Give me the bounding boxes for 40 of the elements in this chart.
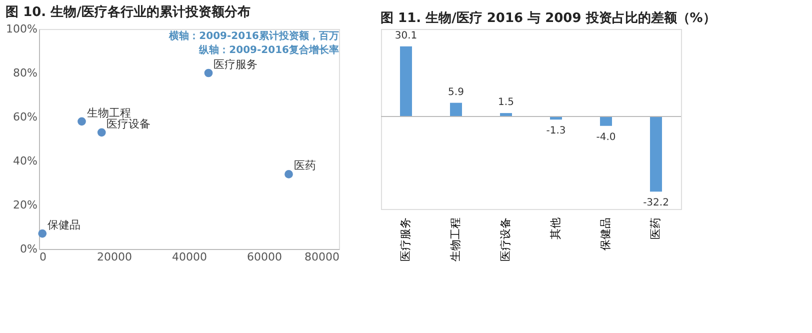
chart-title: 图 10. 生物/医疗各行业的累计投资额分布 (6, 4, 250, 20)
x-tick-label: 医疗设备 (499, 218, 512, 262)
x-tick-label: 医药 (649, 218, 662, 240)
x-tick-label: 80000 (304, 250, 340, 264)
y-tick-label: 80% (13, 66, 38, 80)
data-label: 30.1 (394, 30, 418, 42)
bar (600, 116, 612, 126)
point (97, 128, 106, 137)
x-tick-label: 60000 (247, 250, 282, 264)
annotation: 纵轴：2009-2016复合增长率 (198, 44, 339, 56)
x-tick-label: 保健品 (599, 218, 612, 250)
data-label: 5.9 (448, 86, 464, 98)
y-tick-label: 40% (13, 154, 38, 168)
point (204, 68, 213, 78)
bar (400, 46, 412, 117)
x-tick-label: 医疗服务 (399, 218, 412, 262)
point (78, 117, 86, 126)
point (38, 229, 47, 238)
annotation: 横轴：2009-2016累计投资额，百万 (168, 30, 339, 42)
y-tick-label: 20% (13, 198, 38, 212)
data-label: 1.5 (498, 97, 514, 108)
annotation: 医疗服务 (214, 58, 258, 71)
y-tick-label: 0% (20, 242, 38, 256)
bar (450, 102, 462, 117)
annotation: 医药 (294, 159, 316, 172)
x-tick-label: 0 (40, 250, 46, 264)
bar (650, 116, 662, 192)
data-label: -4.0 (596, 132, 616, 143)
x-tick-label: 其他 (549, 218, 562, 240)
data-label: -32.2 (643, 198, 669, 209)
point (284, 170, 293, 178)
y-tick-label: 60% (13, 110, 38, 124)
x-tick-label: 生物工程 (449, 218, 462, 262)
data-label: -1.3 (546, 126, 566, 137)
annotation: 医疗设备 (106, 117, 151, 130)
x-tick-label: 20000 (97, 250, 132, 264)
y-tick-label: 100% (6, 22, 38, 36)
x-tick-label: 40000 (172, 250, 207, 264)
chart-title: 图 11. 生物/医疗 2016 与 2009 投资占比的差额（%） (380, 10, 716, 26)
annotation: 生物工程 (86, 106, 131, 120)
